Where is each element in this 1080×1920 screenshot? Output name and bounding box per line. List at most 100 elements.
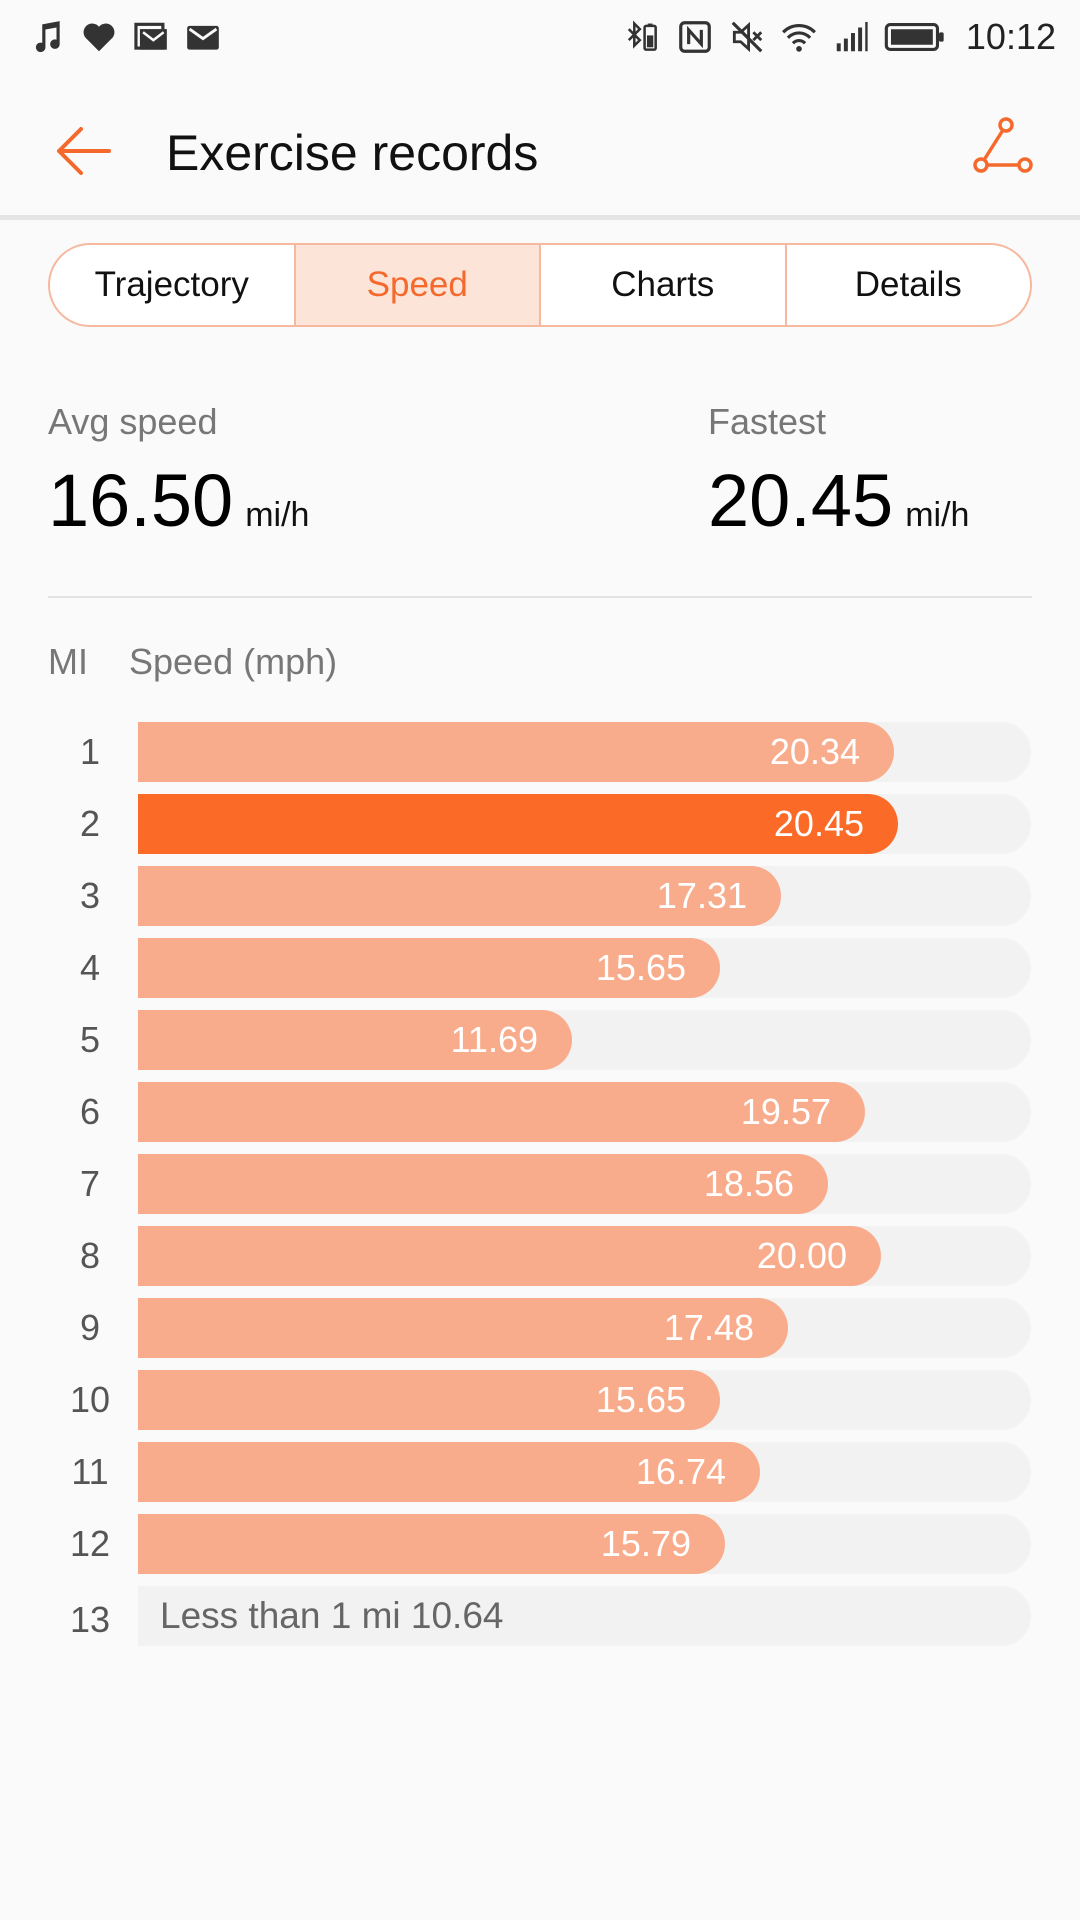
status-left-icons — [28, 18, 222, 56]
tab-trajectory[interactable]: Trajectory — [50, 245, 296, 325]
split-bar: 11.69 — [138, 1010, 572, 1070]
split-row: 7 18.56 — [0, 1154, 1080, 1226]
split-bar: 15.65 — [138, 1370, 720, 1430]
split-bar: 16.74 — [138, 1442, 760, 1502]
avg-speed-label: Avg speed — [48, 401, 218, 442]
avg-speed-stat: Avg speed 16.50 mi/h — [48, 398, 309, 544]
split-bar: 15.79 — [138, 1514, 725, 1574]
split-mile-number: 10 — [69, 1379, 111, 1420]
status-time: 10:12 — [965, 16, 1056, 57]
split-bar-track: 17.48 — [138, 1298, 1031, 1358]
split-speed-value: 20.34 — [769, 731, 860, 772]
app-header: Exercise records — [0, 74, 1080, 220]
divider — [48, 596, 1032, 598]
split-speed-value: 20.45 — [773, 803, 864, 844]
share-button[interactable] — [968, 114, 1038, 184]
split-list: 1 20.34 2 20.45 3 17.31 4 15.65 5 11.69 6 19.57 7 18.… — [0, 722, 1080, 1658]
avg-speed-unit: mi/h — [245, 496, 310, 534]
tab-details[interactable]: Details — [854, 265, 962, 304]
split-row: 2 20.45 — [0, 794, 1080, 866]
split-bar-track: 15.79 — [138, 1514, 1031, 1574]
split-bar-track: 17.31 — [138, 866, 1031, 926]
nfc-icon — [676, 18, 714, 56]
tab-charts[interactable]: Charts — [541, 245, 787, 325]
split-mile-number: 12 — [69, 1523, 111, 1564]
split-speed-value: 18.56 — [703, 1163, 794, 1204]
wifi-icon — [780, 18, 818, 56]
fastest-unit: mi/h — [905, 496, 970, 534]
split-mile-number: 5 — [79, 1019, 101, 1060]
split-row: 4 15.65 — [0, 938, 1080, 1010]
split-mile-number: 8 — [79, 1235, 101, 1276]
split-speed-value: 11.69 — [450, 1019, 538, 1060]
split-bar-track: 20.34 — [138, 722, 1031, 782]
split-speed-value: 19.57 — [740, 1091, 831, 1132]
music-note-icon — [28, 18, 66, 56]
split-speed-value: 17.48 — [663, 1307, 754, 1348]
split-bar-track: Less than 1 mi 10.64 — [138, 1586, 1031, 1646]
split-bar-track: 18.56 — [138, 1154, 1031, 1214]
signal-icon — [832, 18, 870, 56]
split-bar-track: 15.65 — [138, 938, 1031, 998]
split-header-mi: MI — [48, 641, 88, 682]
split-row: 10 15.65 — [0, 1370, 1080, 1442]
split-bar: 20.00 — [138, 1226, 881, 1286]
split-bar: 17.48 — [138, 1298, 788, 1358]
split-bar: 19.57 — [138, 1082, 865, 1142]
gallery-mail-icon — [132, 18, 170, 56]
split-mile-number: 2 — [79, 803, 101, 844]
split-speed-value: 15.65 — [595, 1379, 686, 1420]
back-button[interactable] — [48, 118, 118, 188]
split-row: 9 17.48 — [0, 1298, 1080, 1370]
split-row-partial: 13 Less than 1 mi 10.64 — [0, 1586, 1080, 1658]
split-bar-track: 15.65 — [138, 1370, 1031, 1430]
split-speed-value: 20.00 — [756, 1235, 847, 1276]
split-speed-value: 15.65 — [595, 947, 686, 988]
split-row: 11 16.74 — [0, 1442, 1080, 1514]
split-bar: 17.31 — [138, 866, 781, 926]
mail-icon — [184, 18, 222, 56]
split-bar-fastest: 20.45 — [138, 794, 898, 854]
tab-bar: Trajectory Speed Charts Details — [48, 243, 1032, 327]
split-row: 5 11.69 — [0, 1010, 1080, 1082]
split-bar: 15.65 — [138, 938, 720, 998]
split-mile-number: 11 — [71, 1451, 109, 1492]
split-row: 12 15.79 — [0, 1514, 1080, 1586]
split-mile-number: 3 — [79, 875, 101, 916]
split-bar: 20.34 — [138, 722, 894, 782]
split-bar-track: 16.74 — [138, 1442, 1031, 1502]
split-mile-number: 13 — [69, 1599, 111, 1640]
tab-speed[interactable]: Speed — [295, 245, 541, 325]
split-row: 8 20.00 — [0, 1226, 1080, 1298]
fastest-value: 20.45 — [708, 459, 894, 542]
split-row: 6 19.57 — [0, 1082, 1080, 1154]
split-bar: 18.56 — [138, 1154, 828, 1214]
split-bar-track: 11.69 — [138, 1010, 1031, 1070]
fastest-stat: Fastest 20.45 mi/h — [708, 398, 969, 544]
page-title: Exercise records — [166, 125, 539, 181]
status-bar: 10:12 — [0, 0, 1080, 74]
avg-speed-value: 16.50 — [48, 459, 234, 542]
split-bar-track: 19.57 — [138, 1082, 1031, 1142]
split-row: 1 20.34 — [0, 722, 1080, 794]
split-row: 3 17.31 — [0, 866, 1080, 938]
split-header-speed: Speed (mph) — [129, 641, 338, 682]
split-bar-track: 20.00 — [138, 1226, 1031, 1286]
arrow-left-icon — [53, 121, 113, 186]
bluetooth-battery-icon — [624, 18, 662, 56]
split-mile-number: 7 — [79, 1163, 101, 1204]
split-speed-value: 16.74 — [635, 1451, 726, 1492]
split-mile-number: 1 — [79, 731, 101, 772]
split-speed-value: 15.79 — [600, 1523, 691, 1564]
battery-icon — [884, 18, 946, 56]
split-bar-track: 20.45 — [138, 794, 1031, 854]
heart-icon — [80, 18, 118, 56]
status-right-icons: 10:12 — [624, 16, 1056, 58]
mute-icon — [728, 18, 766, 56]
split-speed-value: 17.31 — [656, 875, 747, 916]
split-mile-number: 6 — [79, 1091, 101, 1132]
split-mile-number: 4 — [79, 947, 101, 988]
split-mile-number: 9 — [79, 1307, 101, 1348]
fastest-label: Fastest — [708, 401, 827, 442]
split-partial-note: Less than 1 mi 10.64 — [160, 1595, 504, 1636]
